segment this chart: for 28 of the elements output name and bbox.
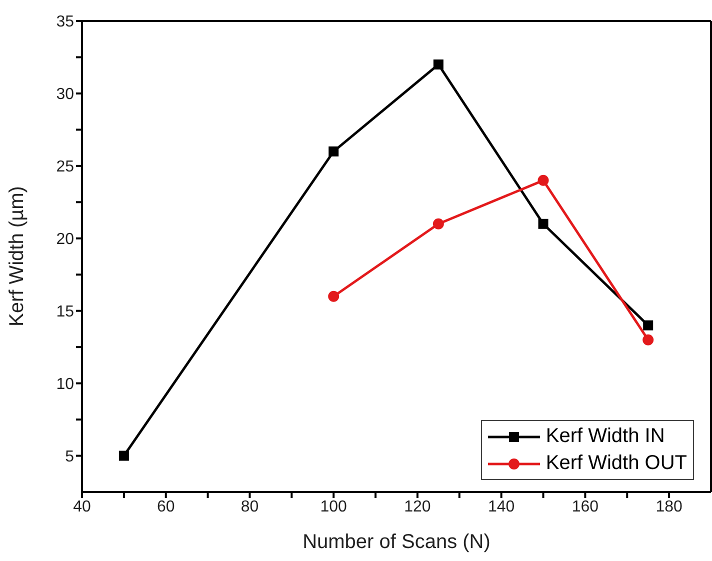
point — [432, 218, 444, 230]
x-tick-label: 100 — [320, 498, 348, 516]
point — [328, 146, 339, 156]
x-axis-title: Number of Scans (N) — [302, 531, 490, 553]
point — [433, 59, 444, 70]
x-tick-label: 140 — [488, 498, 515, 516]
y-tick-label: 20 — [56, 231, 74, 248]
y-tick-label: 5 — [65, 448, 74, 466]
x-tick-label: 80 — [240, 498, 259, 516]
x-tick-label: 160 — [572, 498, 599, 516]
legend-label: Kerf Width IN — [546, 424, 665, 449]
x-tick-label: 40 — [73, 498, 91, 516]
point — [538, 218, 548, 229]
point — [328, 290, 340, 302]
point — [118, 450, 129, 461]
y-tick-label: 30 — [56, 86, 74, 104]
point — [643, 320, 654, 330]
y-tick-label: 10 — [56, 376, 74, 393]
point — [538, 174, 549, 186]
x-tick-label: 120 — [404, 498, 431, 516]
legend-label: Kerf Width OUT — [546, 451, 687, 476]
x-tick-label: 180 — [656, 498, 683, 516]
x-tick-label: 60 — [156, 498, 175, 516]
y-tick-label: 15 — [56, 304, 74, 321]
point — [642, 334, 654, 346]
y-axis-title: Kerf Width (µm) — [6, 186, 28, 326]
y-tick-label: 25 — [56, 158, 74, 176]
y-tick-label: 35 — [56, 14, 74, 31]
